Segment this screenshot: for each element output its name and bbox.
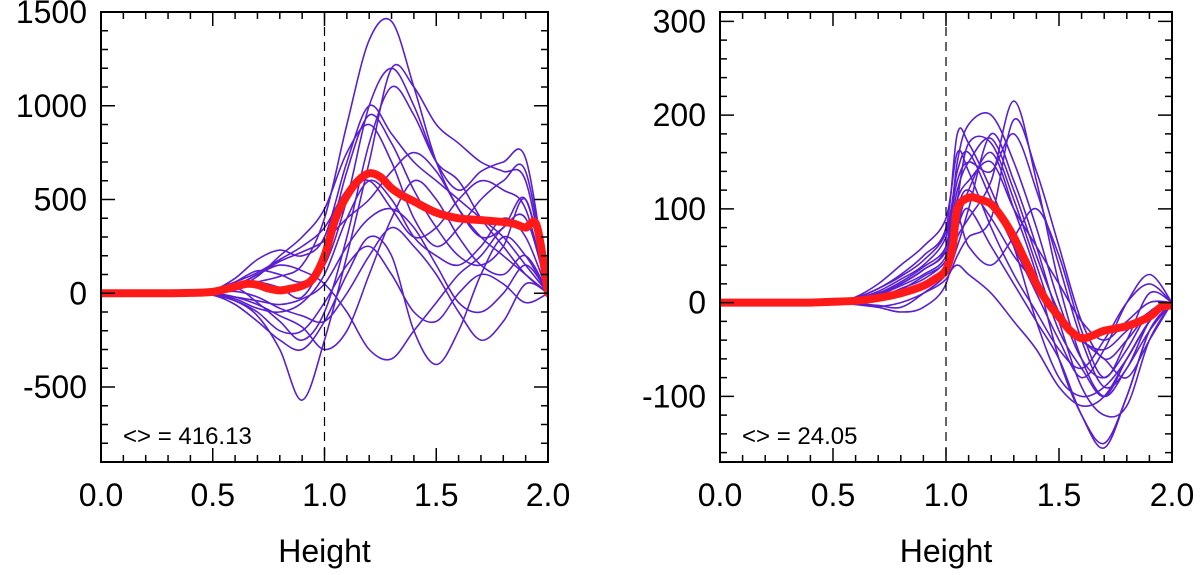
series-line-m4 bbox=[101, 235, 548, 366]
series-line-m14 bbox=[101, 207, 548, 314]
x-tick-label: 1.0 bbox=[302, 477, 346, 513]
y-tick-label: 100 bbox=[653, 191, 706, 227]
x-tick-label: 1.5 bbox=[414, 477, 458, 513]
left-panel: 0.0 0.5 1.0 1.5 2.0 -500 0 500 1000 1500 Height <> … bbox=[16, 0, 570, 569]
y-tick-label: 500 bbox=[34, 182, 87, 218]
series-line-n16 bbox=[720, 118, 1172, 361]
y-tick-label: 1000 bbox=[16, 88, 87, 124]
mean-line bbox=[720, 193, 1172, 343]
x-tick-label: 0.0 bbox=[79, 477, 123, 513]
y-tick-label: 200 bbox=[653, 97, 706, 133]
y-tick-label: 1500 bbox=[16, 0, 87, 30]
plot-area bbox=[101, 17, 548, 401]
y-tick-label: -500 bbox=[23, 369, 87, 405]
y-tick-label: 0 bbox=[688, 285, 706, 321]
x-tick-label: 2.0 bbox=[526, 477, 570, 513]
series-line-n4 bbox=[720, 133, 1172, 389]
y-tick-label: 0 bbox=[69, 275, 87, 311]
mean-annotation: <> = 416.13 bbox=[123, 423, 252, 450]
x-tick-label: 1.0 bbox=[924, 477, 968, 513]
x-axis-title: Height bbox=[278, 533, 371, 569]
x-tick-label: 0.0 bbox=[698, 477, 742, 513]
series-line-n7 bbox=[720, 132, 1172, 418]
mean-annotation: <> = 24.05 bbox=[742, 423, 857, 450]
y-tick-label: 300 bbox=[653, 3, 706, 39]
x-tick-label: 0.5 bbox=[191, 477, 235, 513]
x-axis-title: Height bbox=[900, 533, 993, 569]
y-tick-label: -100 bbox=[642, 378, 706, 414]
mean-line bbox=[101, 169, 548, 298]
right-panel: 0.0 0.5 1.0 1.5 2.0 -100 0 100 200 300 Height <> = … bbox=[642, 3, 1194, 569]
x-tick-label: 2.0 bbox=[1150, 477, 1194, 513]
series-line-m12 bbox=[101, 245, 548, 335]
x-tick-label: 0.5 bbox=[811, 477, 855, 513]
plot-area bbox=[720, 100, 1172, 449]
x-tick-label: 1.5 bbox=[1037, 477, 1081, 513]
series-line-m8 bbox=[101, 179, 548, 313]
